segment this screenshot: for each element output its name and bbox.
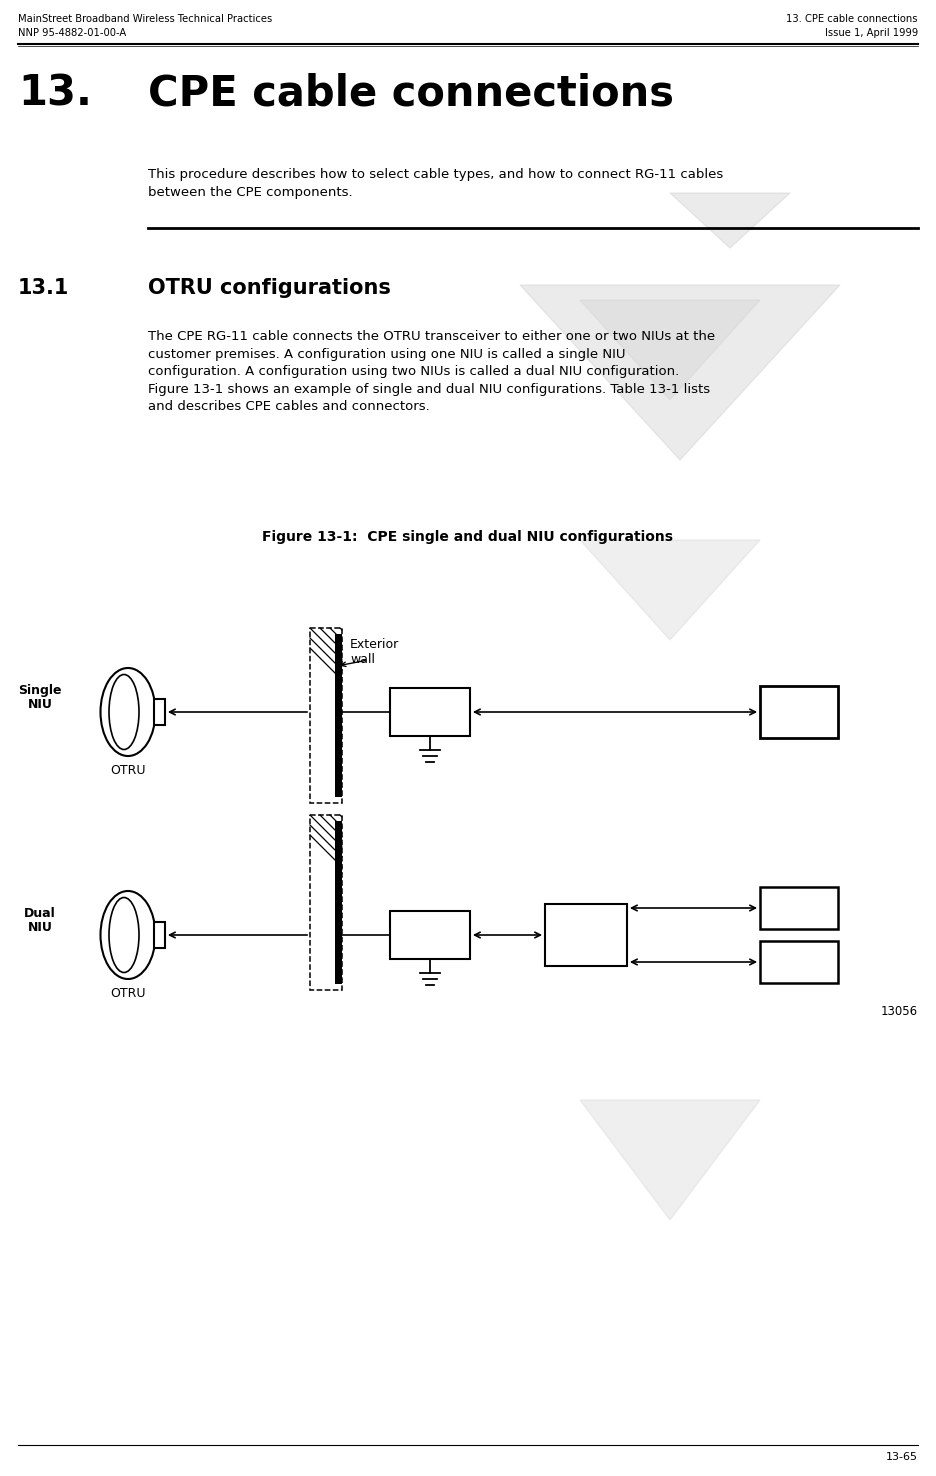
Text: Combiner/: Combiner/ xyxy=(555,930,617,943)
Bar xyxy=(335,635,342,797)
Text: configuration. A configuration using two NIUs is called a dual NIU configuration: configuration. A configuration using two… xyxy=(148,365,680,378)
Text: 13056: 13056 xyxy=(881,1005,918,1018)
Text: Dual: Dual xyxy=(24,906,56,920)
Bar xyxy=(760,887,838,928)
Text: arrester: arrester xyxy=(406,936,454,949)
Text: NIU: NIU xyxy=(27,921,52,934)
Text: The CPE RG-11 cable connects the OTRU transceiver to either one or two NIUs at t: The CPE RG-11 cable connects the OTRU tr… xyxy=(148,331,715,342)
Text: 13.: 13. xyxy=(18,72,92,114)
Polygon shape xyxy=(670,193,790,248)
Text: Figure 13-1 shows an example of single and dual NIU configurations. Table 13-1 l: Figure 13-1 shows an example of single a… xyxy=(148,382,710,396)
Text: arrester: arrester xyxy=(406,713,454,726)
Bar xyxy=(390,688,470,737)
Ellipse shape xyxy=(100,669,155,756)
Ellipse shape xyxy=(109,675,139,750)
Text: 2:1: 2:1 xyxy=(577,917,595,930)
Text: CPE cable connections: CPE cable connections xyxy=(148,72,674,114)
Text: OTRU: OTRU xyxy=(110,987,146,1001)
Bar xyxy=(310,627,342,803)
Text: Figure 13-1:  CPE single and dual NIU configurations: Figure 13-1: CPE single and dual NIU con… xyxy=(262,530,674,545)
Text: wall: wall xyxy=(350,652,375,666)
Text: MainStreet Broadband Wireless Technical Practices: MainStreet Broadband Wireless Technical … xyxy=(18,13,272,24)
Text: and describes CPE cables and connectors.: and describes CPE cables and connectors. xyxy=(148,400,430,413)
Text: customer premises. A configuration using one NIU is called a single NIU: customer premises. A configuration using… xyxy=(148,347,625,360)
Text: 13-65: 13-65 xyxy=(886,1452,918,1463)
Text: 13.1: 13.1 xyxy=(18,277,69,298)
Polygon shape xyxy=(520,285,840,461)
Text: NIU 1: NIU 1 xyxy=(780,900,818,915)
Text: NNP 95-4882-01-00-A: NNP 95-4882-01-00-A xyxy=(18,28,126,38)
Text: OTRU configurations: OTRU configurations xyxy=(148,277,391,298)
Text: OTRU: OTRU xyxy=(110,765,146,776)
Bar xyxy=(545,903,627,965)
Ellipse shape xyxy=(109,897,139,973)
Bar xyxy=(154,700,165,725)
Bar xyxy=(310,627,342,803)
Polygon shape xyxy=(580,1100,760,1221)
Text: Issue 1, April 1999: Issue 1, April 1999 xyxy=(825,28,918,38)
Polygon shape xyxy=(580,540,760,641)
Bar xyxy=(390,911,470,959)
Text: Lightning: Lightning xyxy=(402,921,458,934)
Text: between the CPE components.: between the CPE components. xyxy=(148,186,353,199)
Bar xyxy=(310,815,342,990)
Text: 13. CPE cable connections: 13. CPE cable connections xyxy=(786,13,918,24)
Text: This procedure describes how to select cable types, and how to connect RG-11 cab: This procedure describes how to select c… xyxy=(148,168,724,182)
Text: NIU: NIU xyxy=(785,704,812,719)
Ellipse shape xyxy=(100,892,155,979)
Bar xyxy=(154,922,165,948)
Text: Single: Single xyxy=(18,683,62,697)
Text: Splitter: Splitter xyxy=(564,945,607,958)
Bar xyxy=(335,821,342,984)
Bar xyxy=(310,815,342,990)
Text: NIU 2: NIU 2 xyxy=(781,955,818,970)
Text: Exterior: Exterior xyxy=(350,638,400,651)
Text: Lightning: Lightning xyxy=(402,698,458,711)
Bar xyxy=(760,942,838,983)
Bar xyxy=(760,686,838,738)
Polygon shape xyxy=(580,300,760,400)
Text: NIU: NIU xyxy=(27,698,52,711)
